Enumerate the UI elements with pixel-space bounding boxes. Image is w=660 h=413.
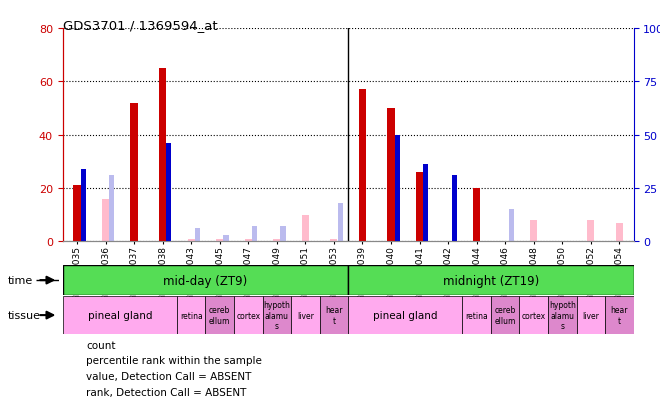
Bar bbox=[451, 176, 457, 242]
Bar bbox=[166, 144, 172, 242]
Bar bbox=[63, 296, 177, 335]
Bar bbox=[319, 296, 348, 335]
Bar bbox=[519, 296, 548, 335]
Bar bbox=[491, 296, 519, 335]
Bar bbox=[473, 188, 480, 242]
Text: retina: retina bbox=[180, 311, 203, 320]
Text: rank, Detection Call = ABSENT: rank, Detection Call = ABSENT bbox=[86, 387, 247, 397]
Bar bbox=[273, 239, 280, 242]
Text: GDS3701 / 1369594_at: GDS3701 / 1369594_at bbox=[63, 19, 217, 31]
Text: hypoth
alamu
s: hypoth alamu s bbox=[549, 301, 576, 330]
Bar bbox=[548, 296, 577, 335]
Text: tissue: tissue bbox=[8, 310, 41, 320]
Bar bbox=[102, 199, 109, 242]
Bar bbox=[63, 266, 348, 295]
Text: pineal gland: pineal gland bbox=[373, 310, 438, 320]
Bar bbox=[387, 109, 395, 242]
Text: hear
t: hear t bbox=[325, 306, 343, 325]
Bar bbox=[587, 221, 595, 242]
Text: retina: retina bbox=[465, 311, 488, 320]
Bar bbox=[423, 165, 428, 242]
Bar bbox=[416, 173, 423, 242]
Text: liver: liver bbox=[297, 311, 314, 320]
Bar bbox=[245, 239, 252, 242]
Bar bbox=[159, 69, 166, 242]
Text: value, Detection Call = ABSENT: value, Detection Call = ABSENT bbox=[86, 371, 252, 381]
Text: cortex: cortex bbox=[236, 311, 260, 320]
Bar bbox=[462, 296, 491, 335]
Bar bbox=[605, 296, 634, 335]
Bar bbox=[252, 227, 257, 242]
Bar bbox=[348, 266, 634, 295]
Text: pineal gland: pineal gland bbox=[88, 310, 152, 320]
Bar bbox=[280, 227, 286, 242]
Text: cortex: cortex bbox=[521, 311, 546, 320]
Bar bbox=[177, 296, 205, 335]
Text: time: time bbox=[8, 275, 33, 285]
Bar bbox=[109, 176, 114, 242]
Text: mid-day (ZT9): mid-day (ZT9) bbox=[163, 274, 248, 287]
Text: cereb
ellum: cereb ellum bbox=[209, 306, 230, 325]
Bar bbox=[337, 203, 343, 242]
Bar bbox=[509, 210, 514, 242]
Bar bbox=[223, 235, 228, 242]
Bar bbox=[187, 239, 195, 242]
Bar bbox=[348, 296, 462, 335]
Bar bbox=[263, 296, 291, 335]
Bar bbox=[195, 229, 200, 242]
Bar bbox=[234, 296, 263, 335]
Bar bbox=[131, 103, 138, 242]
Text: midnight (ZT19): midnight (ZT19) bbox=[443, 274, 539, 287]
Bar bbox=[81, 169, 86, 242]
Bar bbox=[73, 186, 81, 242]
Text: percentile rank within the sample: percentile rank within the sample bbox=[86, 356, 262, 366]
Bar bbox=[616, 223, 623, 242]
Text: count: count bbox=[86, 340, 116, 350]
Bar bbox=[302, 215, 309, 242]
Bar bbox=[359, 90, 366, 242]
Bar bbox=[205, 296, 234, 335]
Text: hypoth
alamu
s: hypoth alamu s bbox=[263, 301, 290, 330]
Bar bbox=[291, 296, 319, 335]
Bar bbox=[530, 221, 537, 242]
Text: hear
t: hear t bbox=[610, 306, 628, 325]
Bar bbox=[577, 296, 605, 335]
Bar bbox=[216, 239, 223, 242]
Bar bbox=[395, 135, 400, 242]
Text: cereb
ellum: cereb ellum bbox=[494, 306, 516, 325]
Bar bbox=[330, 239, 337, 242]
Text: liver: liver bbox=[582, 311, 599, 320]
